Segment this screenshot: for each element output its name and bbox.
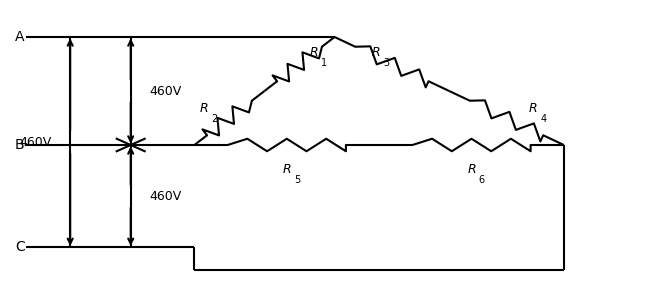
Text: R: R [309,46,318,59]
Text: C: C [15,240,25,254]
Text: R: R [200,102,208,115]
Text: 460V: 460V [150,190,182,203]
Text: 460V: 460V [150,84,182,97]
Text: 1: 1 [320,58,327,68]
Text: R: R [372,46,380,59]
Text: 4: 4 [540,114,547,124]
Text: A: A [15,30,24,44]
Text: R: R [283,163,291,176]
Text: 5: 5 [294,175,300,185]
Text: R: R [529,102,538,115]
Text: 460V: 460V [19,136,51,149]
Text: 3: 3 [383,58,389,68]
Text: 6: 6 [478,175,485,185]
Text: R: R [467,163,476,176]
Text: B: B [15,138,25,152]
Text: 2: 2 [211,114,217,124]
